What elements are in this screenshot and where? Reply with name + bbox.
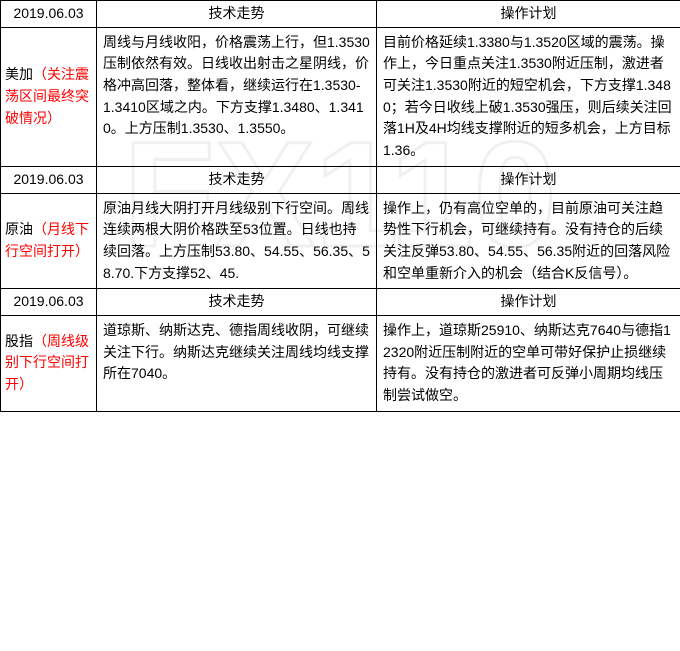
instrument-label-indices: 股指（周线级别下行空间打开） (1, 315, 97, 411)
tech-header: 技术走势 (97, 1, 377, 28)
label-name: 美加 (5, 66, 33, 82)
date-cell: 2019.06.03 (1, 1, 97, 28)
label-name: 股指 (5, 333, 33, 349)
plan-header: 操作计划 (377, 166, 680, 193)
plan-header: 操作计划 (377, 1, 680, 28)
plan-cell: 操作上，道琼斯25910、纳斯达克7640与德指12320附近压制附近的空单可带… (377, 315, 680, 411)
tech-header: 技术走势 (97, 166, 377, 193)
tech-cell: 原油月线大阴打开月线级别下行空间。周线连续两根大阴价格跌至53位置。日线也持续回… (97, 193, 377, 289)
instrument-label-usdcad: 美加（关注震荡区间最终突破情况） (1, 27, 97, 166)
instrument-label-oil: 原油（月线下行空间打开） (1, 193, 97, 289)
plan-header: 操作计划 (377, 289, 680, 316)
tech-header: 技术走势 (97, 289, 377, 316)
plan-cell: 目前价格延续1.3380与1.3520区域的震荡。操作上，今日重点关注1.353… (377, 27, 680, 166)
date-cell: 2019.06.03 (1, 166, 97, 193)
tech-cell: 道琼斯、纳斯达克、德指周线收阴，可继续关注下行。纳斯达克继续关注周线均线支撑所在… (97, 315, 377, 411)
analysis-table: 2019.06.03 技术走势 操作计划 美加（关注震荡区间最终突破情况） 周线… (0, 0, 680, 412)
plan-cell: 操作上，仍有高位空单的，目前原油可关注趋势性下行机会，可继续持有。没有持仓的后续… (377, 193, 680, 289)
date-cell: 2019.06.03 (1, 289, 97, 316)
tech-cell: 周线与月线收阳，价格震荡上行，但1.3530压制依然有效。日线收出射击之星阴线，… (97, 27, 377, 166)
label-name: 原油 (5, 221, 33, 237)
